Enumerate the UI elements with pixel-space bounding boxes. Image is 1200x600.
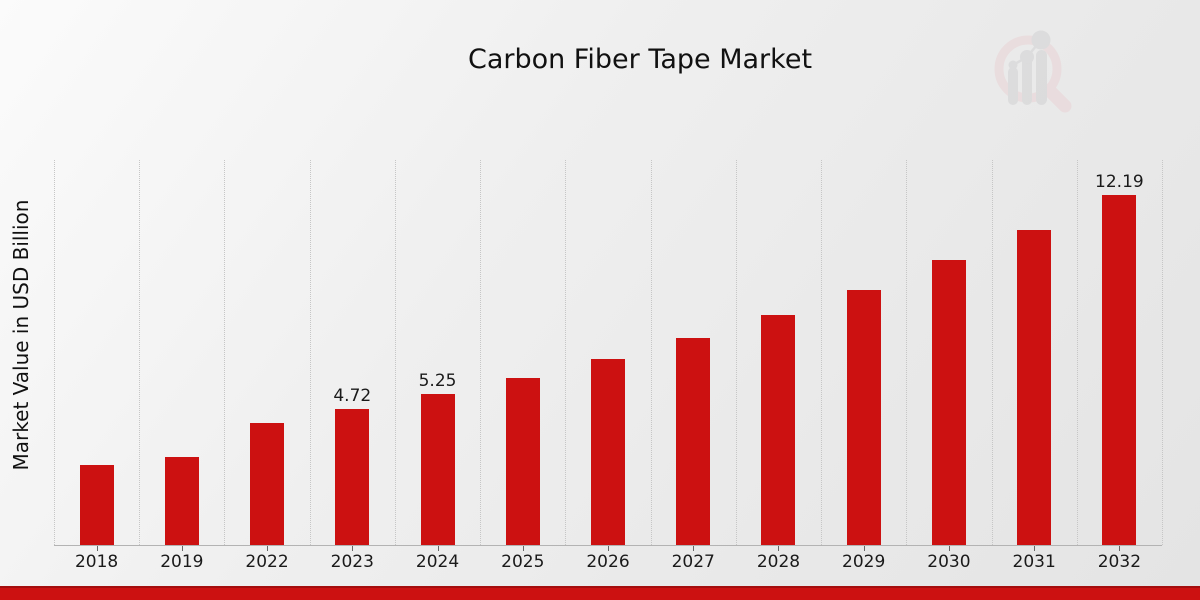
x-tick-label-2028: 2028 [756,552,801,572]
y-axis-label: Market Value in USD Billion [9,199,33,471]
gridline [394,160,396,545]
bar-2028 [761,315,796,545]
gridline [1076,160,1078,545]
bar-2031 [1017,230,1052,545]
bar-2029 [846,290,881,545]
gridline [54,160,55,545]
x-axis-tick [608,546,609,551]
bar-2023 [335,409,370,545]
x-axis-tick [948,546,950,551]
x-tick-label-2019: 2019 [160,552,204,572]
x-tick-label-2032: 2032 [1097,552,1142,572]
gridline [1162,160,1163,545]
bar-2027 [676,338,711,545]
bar-2022 [250,423,285,545]
x-tick-label-2031: 2031 [1012,552,1056,572]
gridline [309,160,311,545]
gridline [224,160,226,545]
bottom-accent-strip [0,586,1200,600]
gridline [565,160,567,545]
gridline [821,160,823,545]
x-tick-label-2018: 2018 [74,552,119,572]
x-axis-tick [96,546,98,551]
bar-value-label: 5.25 [418,371,457,391]
x-axis-tick [352,546,354,551]
x-axis-tick [181,546,183,551]
bar-2032 [1102,195,1137,545]
gridline [650,160,652,545]
x-axis-tick [778,546,780,551]
gridline [991,160,993,545]
x-tick-label-2027: 2027 [671,552,715,572]
x-tick-label-2024: 2024 [415,552,460,572]
gridline [139,160,141,545]
bar-2030 [931,260,966,545]
bar-value-label: 12.19 [1095,172,1144,192]
bar-value-label: 4.72 [333,386,372,406]
x-axis-tick [693,546,695,551]
x-axis-tick [863,546,865,551]
x-axis-tick [437,546,439,551]
x-tick-label-2029: 2029 [842,552,886,572]
x-axis-tick [1034,546,1036,551]
bar-2019 [164,457,199,545]
gridline [735,160,737,545]
bar-2018 [79,465,114,545]
x-tick-label-2026: 2026 [586,552,630,572]
chart-title: Carbon Fiber Tape Market [467,44,813,75]
x-axis-tick [522,546,524,551]
x-tick-label-2023: 2023 [330,552,374,572]
x-tick-label-2025: 2025 [501,552,545,572]
bar-2024 [420,394,455,545]
gridline [480,160,482,545]
bar-2025 [505,378,540,545]
gridline [906,160,908,545]
plot-area: 4.72 5.25 12.19 [54,160,1163,546]
x-tick-label-2030: 2030 [927,552,971,572]
x-axis-tick [267,546,269,551]
magnifier-bar-chart-logo-icon [994,30,1072,113]
x-axis-tick [1119,546,1121,551]
x-tick-label-2022: 2022 [245,552,289,572]
bar-2026 [591,359,625,545]
